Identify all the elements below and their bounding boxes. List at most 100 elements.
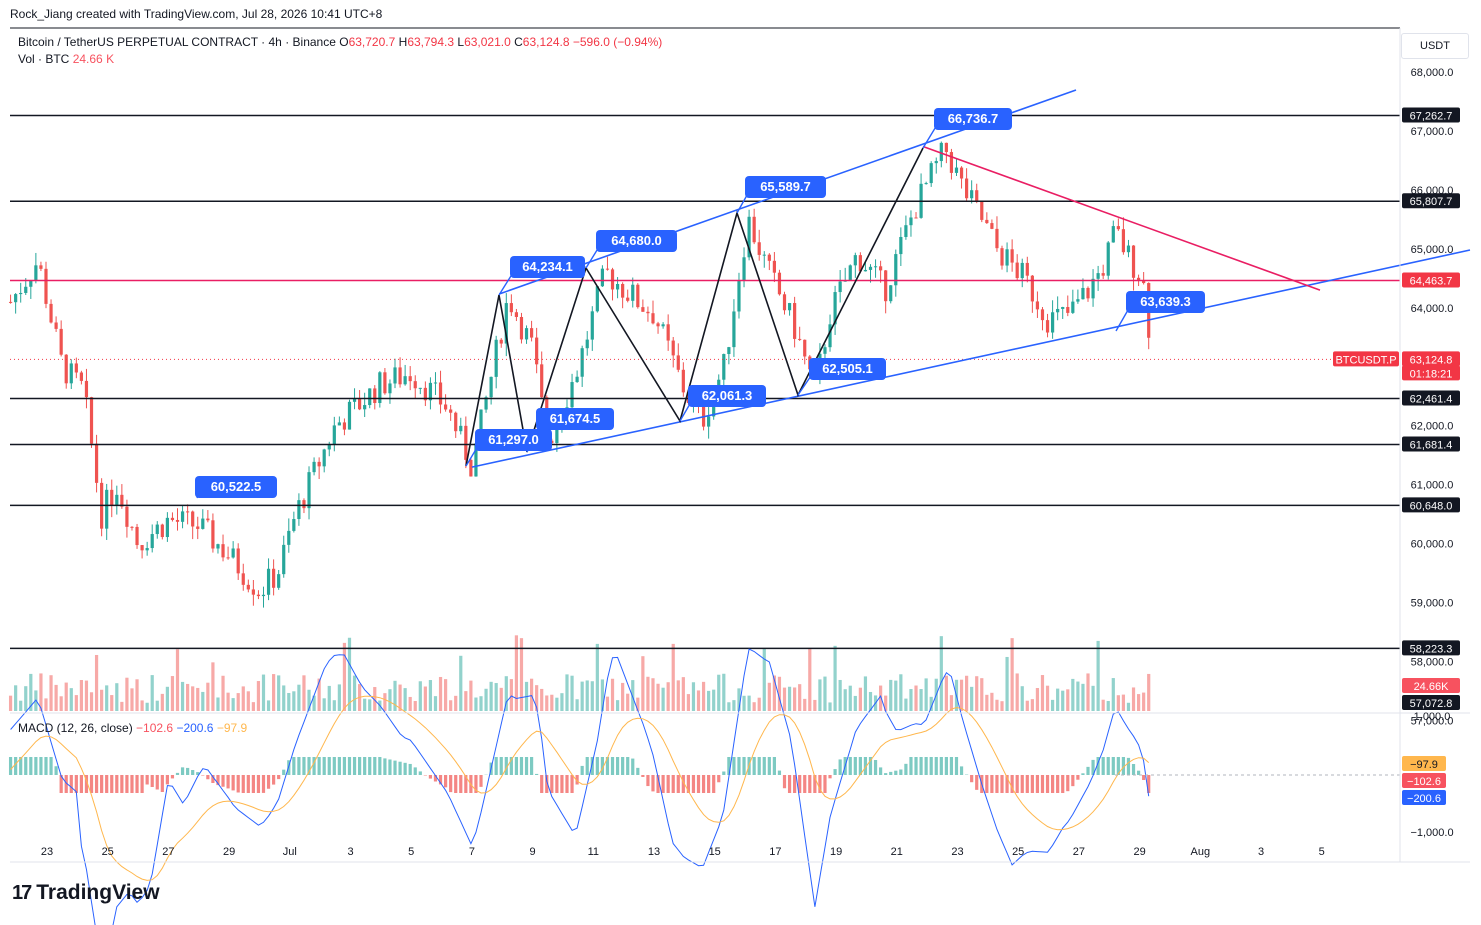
volume-label[interactable]: Vol · BTC <box>18 52 70 66</box>
macd-histogram-bar <box>297 757 301 775</box>
candle-body <box>413 381 417 389</box>
time-tick-label: 5 <box>408 846 414 858</box>
macd-histogram-bar <box>793 775 797 793</box>
callout-box <box>475 429 552 451</box>
macd-histogram-bar <box>621 757 625 775</box>
volume-bar <box>757 697 761 711</box>
macd-histogram-bar <box>944 757 948 775</box>
candle-body <box>292 519 296 531</box>
macd-histogram-bar <box>656 775 660 793</box>
candle-body <box>529 328 534 338</box>
candle-body <box>8 301 13 303</box>
time-tick-label: 3 <box>347 846 353 858</box>
macd-histogram-bar <box>332 757 336 775</box>
macd-histogram-bar <box>378 757 382 775</box>
candle-body <box>1086 287 1090 299</box>
volume-bar <box>636 697 640 711</box>
volume-bar <box>509 679 513 711</box>
volume-bar <box>600 679 605 711</box>
candle-body <box>494 339 498 377</box>
macd-histogram-bar <box>140 775 144 793</box>
macd-label[interactable]: MACD (12, 26, close) <box>18 721 133 735</box>
macd-histogram-bar <box>368 757 372 775</box>
macd-histogram-bar <box>165 775 169 785</box>
price-tick-label: 57,000.0 <box>1411 715 1454 727</box>
candle-body <box>398 367 402 385</box>
macd-badge-text: −97.9 <box>1410 759 1438 771</box>
candle-body <box>469 459 473 477</box>
macd-histogram-bar <box>1121 757 1126 775</box>
volume-bar <box>191 686 195 711</box>
volume-bar <box>985 694 989 711</box>
macd-histogram-bar <box>110 775 114 793</box>
volume-bar <box>449 700 453 711</box>
volume-bar <box>656 683 660 711</box>
macd-histogram-bar <box>408 763 412 775</box>
candle-body <box>287 530 291 545</box>
candle-body <box>145 548 149 551</box>
price-tick-label: 68,000.0 <box>1411 67 1454 79</box>
candle-body <box>1131 245 1136 278</box>
macd-histogram-bar <box>1061 775 1065 793</box>
candle-body <box>120 494 124 507</box>
volume-bar <box>226 692 230 711</box>
macd-histogram-bar <box>418 771 422 775</box>
volume-bar <box>494 683 498 711</box>
candle-body <box>1000 248 1004 266</box>
candle-body <box>1045 320 1050 333</box>
macd-histogram-bar <box>216 775 220 786</box>
candle-body <box>944 142 948 153</box>
candle-body <box>226 557 230 559</box>
volume-bar <box>615 700 620 711</box>
macd-histogram-bar <box>570 775 574 793</box>
price-badge-text: 61,681.4 <box>1410 439 1453 451</box>
candle-body <box>352 398 357 402</box>
candle-body <box>64 354 68 384</box>
volume-bar <box>115 683 119 711</box>
candle-body <box>29 280 33 287</box>
volume-bar <box>712 689 716 711</box>
candle-body <box>1096 273 1100 279</box>
candle-body <box>863 269 868 272</box>
volume-bar <box>130 688 134 711</box>
volume-bar <box>438 676 443 711</box>
volume-bar <box>894 680 898 711</box>
macd-histogram-bar <box>393 760 397 775</box>
macd-histogram-bar <box>732 757 736 775</box>
volume-bar <box>175 649 180 711</box>
currency-unit-button[interactable]: USDT <box>1401 33 1469 59</box>
volume-bar <box>69 688 73 711</box>
candle-body <box>1142 280 1146 284</box>
time-tick-label: 15 <box>709 846 721 858</box>
candle-body <box>1005 249 1009 266</box>
candle-body <box>59 328 63 355</box>
candle-body <box>585 339 589 349</box>
macd-histogram-bar <box>443 775 448 788</box>
axes <box>10 27 1470 863</box>
volume-bar <box>317 678 321 711</box>
time-tick-label: 19 <box>830 846 842 858</box>
time-tick-label: 17 <box>769 846 781 858</box>
volume-bar <box>342 642 347 711</box>
candle-body <box>1091 278 1095 299</box>
candle-body <box>297 500 301 520</box>
candle-body <box>504 303 508 344</box>
volume-bar <box>853 695 857 711</box>
macd-histogram-bar <box>39 757 43 775</box>
macd-histogram-bar <box>150 775 154 787</box>
macd-histogram-bar <box>120 775 124 793</box>
macd-histogram-bar <box>398 761 402 775</box>
volume-bar <box>550 694 554 711</box>
volume-bar <box>120 701 124 711</box>
volume-bar <box>100 689 104 711</box>
candle-body <box>626 297 630 301</box>
symbol-name[interactable]: Bitcoin / TetherUS PERPETUAL CONTRACT · … <box>18 35 336 49</box>
macd-histogram-bar <box>550 775 554 793</box>
candle-body <box>833 292 837 325</box>
macd-histogram-bar <box>722 771 726 775</box>
macd-histogram-bar <box>701 775 706 793</box>
candle-body <box>858 255 862 272</box>
candle-body <box>89 397 94 444</box>
price-tick-label: 60,000.0 <box>1411 539 1454 551</box>
